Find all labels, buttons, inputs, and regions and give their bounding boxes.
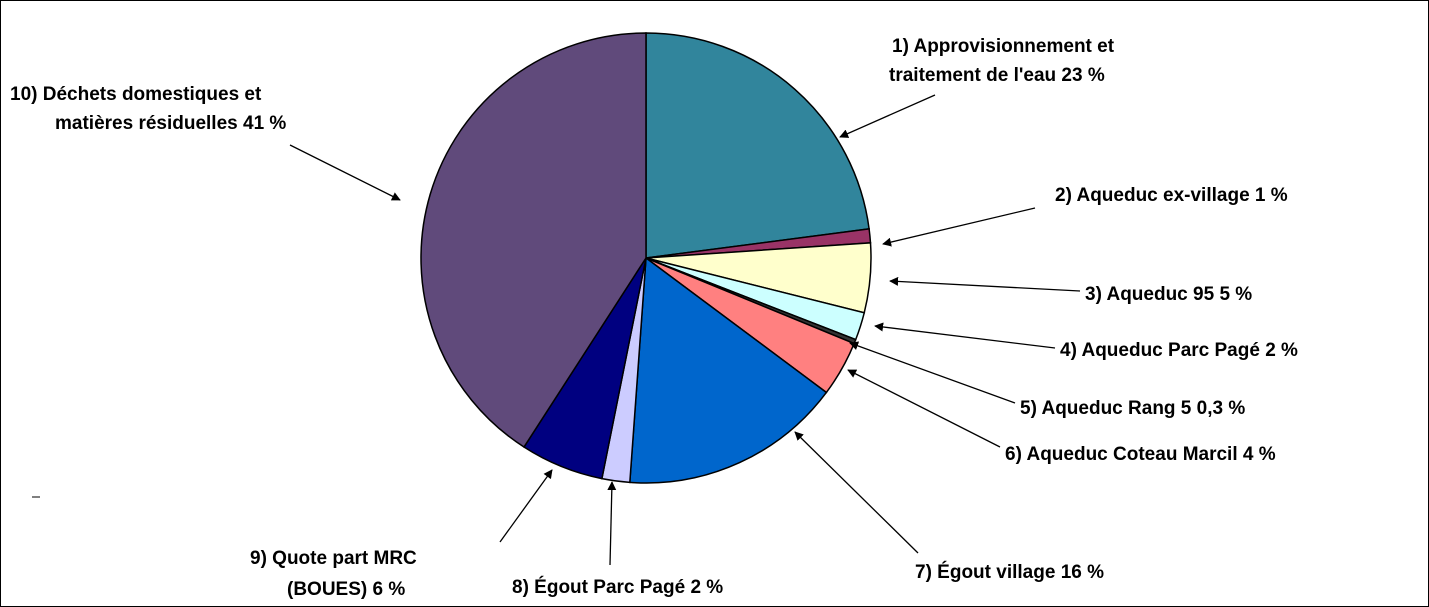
slice-label: 5) Aqueduc Rang 5 0,3 % bbox=[1020, 398, 1245, 419]
label-arrow bbox=[874, 322, 1056, 349]
label-arrow bbox=[889, 276, 1081, 292]
slice-label: 2) Aqueduc ex-village 1 % bbox=[1055, 185, 1288, 206]
pie-slice bbox=[629, 256, 828, 484]
slice-label: 7) Égout village 16 % bbox=[915, 561, 1104, 583]
slice-label: 9) Quote part MRC bbox=[250, 548, 417, 569]
slice-label: 8) Égout Parc Pagé 2 % bbox=[512, 576, 723, 598]
label-arrow bbox=[794, 431, 919, 554]
label-arrow bbox=[607, 481, 617, 566]
slice-label: 6) Aqueduc Coteau Marcil 4 % bbox=[1005, 444, 1276, 465]
annotations: 1) Approvisionnement et traitement de l'e… bbox=[10, 36, 1298, 600]
label-arrow bbox=[499, 469, 553, 543]
slice-label: 10) Déchets domestiques et bbox=[10, 84, 262, 105]
pie-slice bbox=[420, 32, 647, 449]
label-arrow bbox=[849, 341, 1016, 404]
label-arrow bbox=[289, 144, 401, 201]
slice-label: 1) Approvisionnement et bbox=[892, 36, 1115, 57]
label-arrow bbox=[847, 369, 1001, 448]
slice-label: 4) Aqueduc Parc Pagé 2 % bbox=[1060, 340, 1298, 361]
slice-label: 3) Aqueduc 95 5 % bbox=[1085, 284, 1252, 305]
slice-label: matières résiduelles 41 % bbox=[55, 113, 286, 134]
label-arrow bbox=[882, 207, 1036, 247]
slice-label: traitement de l'eau 23 % bbox=[889, 65, 1105, 86]
pie bbox=[420, 32, 872, 484]
label-arrow bbox=[839, 94, 936, 138]
slice-label: (BOUES) 6 % bbox=[287, 579, 405, 600]
pie-slice bbox=[645, 32, 870, 259]
